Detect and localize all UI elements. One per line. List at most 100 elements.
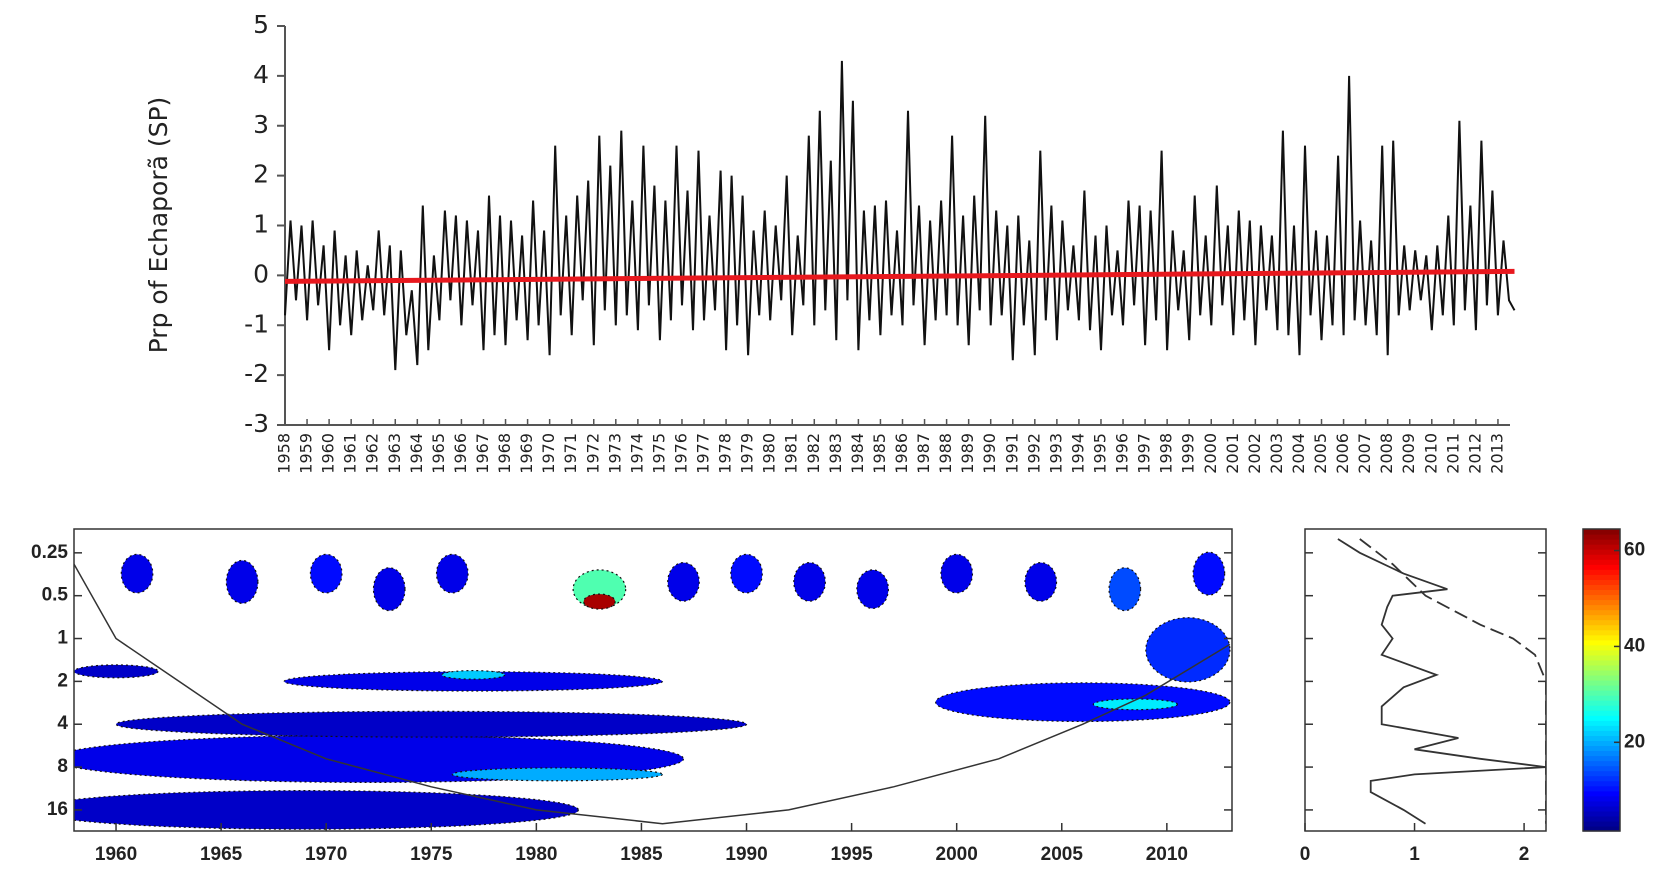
x-tick-label: 1960 xyxy=(95,844,137,865)
x-tick-label: 2 xyxy=(1519,844,1530,865)
wavelet-power: 1960 1965 1970 1975 1980 1985 1990 1995 2000 2005… xyxy=(31,528,1233,865)
x-tick-label: 1985 xyxy=(620,844,663,865)
colorbar-step xyxy=(1583,549,1620,555)
x-tick-label: 1991 xyxy=(1002,433,1021,474)
power-contour xyxy=(372,567,406,612)
x-tick-label: 1972 xyxy=(583,433,602,474)
power-contour xyxy=(940,553,974,594)
colorbar-step xyxy=(1583,604,1620,611)
x-tick-label: 1976 xyxy=(671,433,690,474)
colorbar-step xyxy=(1583,745,1620,752)
x-tick-label: 1989 xyxy=(958,433,977,474)
power-contour xyxy=(441,669,506,680)
x-tick-label: 0 xyxy=(1300,844,1311,865)
x-tick-label: 1965 xyxy=(200,844,243,865)
y-tick-label: -2 xyxy=(244,359,269,388)
y-tick-label: -1 xyxy=(244,309,269,338)
x-tick-label: 1995 xyxy=(1090,433,1109,474)
colorbar-step xyxy=(1583,594,1620,601)
colorbar-step xyxy=(1583,695,1620,701)
colorbar-step xyxy=(1583,780,1620,787)
colorbar-step xyxy=(1583,765,1620,772)
power-contour xyxy=(667,562,700,602)
colorbar-step xyxy=(1583,629,1620,636)
colorbar-step xyxy=(1583,649,1620,656)
power-contour xyxy=(935,682,1231,723)
x-tick-label: 2010 xyxy=(1146,844,1188,865)
x-tick-label: 1978 xyxy=(716,433,735,474)
y-tick-label: 16 xyxy=(47,799,68,820)
y-tick-label: 0 xyxy=(253,259,269,288)
x-tick-label: 1966 xyxy=(451,433,470,474)
x-tick-label: 2005 xyxy=(1311,433,1330,474)
x-tick-label: 1973 xyxy=(605,433,624,474)
colorbar-step xyxy=(1583,795,1620,802)
colorbar-step xyxy=(1583,790,1620,797)
x-tick-label: 1997 xyxy=(1135,433,1154,474)
power-contour xyxy=(1108,567,1142,612)
x-tick-label: 2012 xyxy=(1465,433,1484,474)
x-tick-label: 1990 xyxy=(980,433,999,474)
x-tick-label: 1987 xyxy=(914,433,933,474)
colorbar-step xyxy=(1583,760,1620,767)
x-tick-label: 1995 xyxy=(830,844,873,865)
y-tick-label: -3 xyxy=(244,409,269,438)
x-tick-label: 1981 xyxy=(782,433,801,474)
power-contour xyxy=(115,710,748,738)
power-contour xyxy=(74,790,579,830)
x-tick-label: 1992 xyxy=(1024,433,1043,474)
x-tick-label: 2009 xyxy=(1399,433,1418,474)
y-tick-label: 1 xyxy=(253,210,269,239)
power-contour xyxy=(309,553,343,594)
colorbar-step xyxy=(1583,664,1620,671)
colorbar-step xyxy=(1583,639,1620,646)
colorbar-step xyxy=(1583,659,1620,666)
x-tick-label: 1980 xyxy=(515,844,557,865)
x-tick-label: 1979 xyxy=(738,433,757,474)
y-tick-label: 4 xyxy=(253,60,269,89)
colorbar: 20 40 60 xyxy=(1582,528,1645,832)
x-tick-label: 1974 xyxy=(627,433,646,474)
x-tick-label: 1 xyxy=(1409,844,1420,865)
colorbar-step xyxy=(1583,574,1620,580)
power-contour xyxy=(1145,617,1231,683)
x-tick-label: 2013 xyxy=(1487,433,1506,474)
x-tick-label: 1993 xyxy=(1046,433,1065,474)
y-axis-label: Prp of Echaporã (SP) xyxy=(144,97,173,354)
colorbar-step xyxy=(1583,569,1620,575)
power-contour xyxy=(1092,698,1178,711)
x-tick-label: 1965 xyxy=(429,433,448,474)
power-contour xyxy=(730,553,763,594)
x-tick-label: 1963 xyxy=(385,433,404,474)
colorbar-step xyxy=(1583,685,1620,691)
colorbar-step xyxy=(1583,539,1620,545)
x-tick-label: 2004 xyxy=(1289,433,1308,474)
colorbar-step xyxy=(1583,815,1620,822)
cone-of-influence xyxy=(74,563,1231,825)
colorbar-step xyxy=(1583,579,1620,585)
colorbar-step xyxy=(1583,725,1620,731)
colorbar-step xyxy=(1583,644,1620,651)
x-tick-label: 2006 xyxy=(1333,433,1352,474)
colorbar-step xyxy=(1583,730,1620,736)
colorbar-step xyxy=(1583,624,1620,631)
time-series: -3 -2 -1 0 1 2 3 4 5 1958 1959 1960 1961 1962 1963 1964… xyxy=(244,10,1516,474)
x-tick-label: 2010 xyxy=(1421,433,1440,474)
colorbar-step xyxy=(1583,554,1620,560)
x-tick-label: 1967 xyxy=(473,433,492,474)
colorbar-step xyxy=(1583,775,1620,782)
colorbar-step xyxy=(1583,720,1620,726)
colorbar-step xyxy=(1583,589,1620,596)
x-tick-label: 1968 xyxy=(495,433,514,474)
colorbar-step xyxy=(1583,559,1620,565)
spectrum-line xyxy=(1337,538,1546,825)
x-tick-label: 1970 xyxy=(539,433,558,474)
x-tick-label: 1988 xyxy=(936,433,955,474)
colorbar-step xyxy=(1583,805,1620,812)
colorbar-step xyxy=(1583,715,1620,721)
plot-frame xyxy=(73,528,1233,832)
colorbar-step xyxy=(1583,820,1620,827)
colorbar-step xyxy=(1583,614,1620,621)
x-tick-label: 1961 xyxy=(341,433,360,474)
y-tick-label: 2 xyxy=(57,670,68,691)
